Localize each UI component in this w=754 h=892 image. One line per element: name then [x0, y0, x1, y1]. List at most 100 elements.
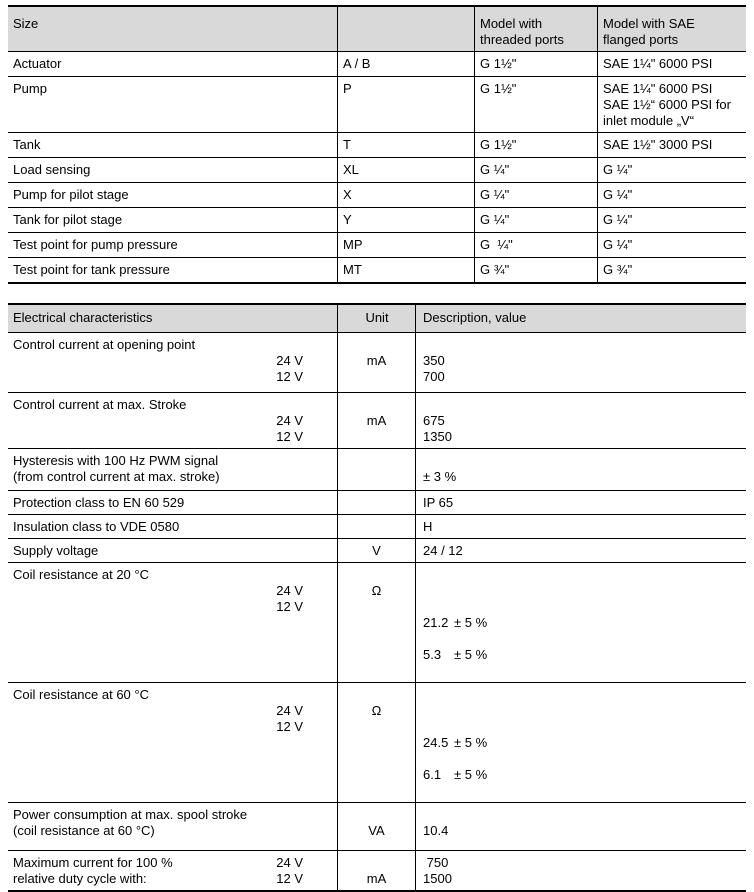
table-row-control-current-max-stroke: Control current at max. Stroke 24 V 12 V…	[8, 392, 746, 448]
voltage-sublabel: 12 V	[276, 871, 303, 886]
value-cell: 750 1500	[415, 851, 746, 890]
table-row-insulation-class: Insulation class to VDE 0580 H	[8, 514, 746, 538]
row-label: Coil resistance at 20 °C	[13, 567, 149, 582]
table-row-tank: Tank T G 1½" SAE 1½" 3000 PSI	[8, 132, 746, 157]
table-row-pump-pilot-stage: Pump for pilot stage X G ¼" G ¼"	[8, 182, 746, 207]
unit-cell	[337, 515, 415, 538]
characteristic-cell: Hysteresis with 100 Hz PWM signal (from …	[8, 449, 337, 490]
port-code: X	[337, 183, 474, 207]
characteristic-cell: Supply voltage	[8, 539, 337, 562]
resistance-value: 24.5	[423, 735, 449, 750]
unit-cell	[337, 449, 415, 490]
unit-cell: mA	[337, 393, 415, 448]
threaded-port-size: G 1½"	[474, 77, 597, 132]
value-cell: 350 700	[415, 333, 746, 392]
row-label: Hysteresis with 100 Hz PWM signal (from …	[13, 453, 220, 484]
flanged-port-size: SAE 1¼" 6000 PSI	[597, 52, 746, 76]
row-label: Power consumption at max. spool stroke (…	[13, 807, 248, 838]
characteristic-cell: Power consumption at max. spool stroke (…	[8, 803, 337, 850]
label-voltage-line: Maximum current for 100 % 24 V	[13, 855, 337, 871]
row-label: Pump for pilot stage	[13, 187, 129, 202]
threaded-port-size: G ¼"	[474, 208, 597, 232]
flanged-port-size: G ¼"	[597, 183, 746, 207]
unit-cell: mA	[337, 333, 415, 392]
sae-flanged-ports-header: Model with SAE flanged ports	[597, 7, 746, 51]
characteristic-cell: Coil resistance at 60 °C 24 V 12 V	[8, 683, 337, 802]
threaded-port-size: G ¼"	[474, 183, 597, 207]
table-row-coil-resistance-60c: Coil resistance at 60 °C 24 V 12 V Ω 24.…	[8, 682, 746, 802]
table-row-coil-resistance-20c: Coil resistance at 20 °C 24 V 12 V Ω 21.…	[8, 562, 746, 682]
table-row-power-consumption: Power consumption at max. spool stroke (…	[8, 802, 746, 850]
flanged-port-size: G ¾"	[597, 258, 746, 282]
row-label: Coil resistance at 60 °C	[13, 687, 149, 702]
unit-cell: Ω	[337, 563, 415, 682]
value-cell: 24.5 ± 5 % 6.1 ± 5 %	[415, 683, 746, 802]
voltage-sublabels: 24 V 12 V	[276, 703, 303, 734]
tolerance: ± 5 %	[454, 615, 488, 630]
characteristic-cell: Control current at opening point 24 V 12…	[8, 333, 337, 392]
resistance-value: 5.3	[423, 647, 442, 662]
row-label: Maximum current for 100 %	[13, 855, 173, 870]
unit-cell: Ω	[337, 683, 415, 802]
row-label: Control current at max. Stroke	[13, 397, 187, 412]
row-label: Test point for tank pressure	[13, 262, 170, 277]
characteristic-cell: Protection class to EN 60 529	[8, 491, 337, 514]
flanged-port-size: G ¼"	[597, 158, 746, 182]
table-row-pump: Pump P G 1½" SAE 1¼" 6000 PSI SAE 1½“ 60…	[8, 76, 746, 132]
threaded-port-size: G ¼"	[474, 158, 597, 182]
voltage-sublabels: 24 V 12 V	[276, 583, 303, 614]
table-row-test-point-tank: Test point for tank pressure MT G ¾" G ¾…	[8, 257, 746, 282]
tolerance: ± 5 %	[454, 735, 488, 750]
electrical-characteristics-header: Electrical characteristics	[13, 310, 153, 325]
description-value-header: Description, value	[415, 305, 746, 332]
port-code: A / B	[337, 52, 474, 76]
row-label: Actuator	[13, 56, 62, 71]
size-ports-table: Size Model with threaded ports Model wit…	[8, 5, 746, 284]
size-header: Size	[13, 16, 39, 31]
unit-cell: V	[337, 539, 415, 562]
table-row-control-current-opening: Control current at opening point 24 V 12…	[8, 332, 746, 392]
port-code: MP	[337, 233, 474, 257]
datasheet-page: { "colors": { "header_bg": "#d9d9d9", "b…	[8, 5, 746, 892]
row-label: relative duty cycle with:	[13, 871, 147, 886]
size-table-header-row: Size Model with threaded ports Model wit…	[8, 7, 746, 51]
row-label: Control current at opening point	[13, 337, 196, 352]
threaded-port-size: G 1½"	[474, 52, 597, 76]
resistance-value: 21.2	[423, 615, 449, 630]
electrical-characteristics-table: Electrical characteristics Unit Descript…	[8, 303, 746, 892]
resistance-value: 6.1	[423, 767, 442, 782]
electrical-table-header-row: Electrical characteristics Unit Descript…	[8, 305, 746, 332]
value-cell: H	[415, 515, 746, 538]
threaded-port-size: G 1½"	[474, 133, 597, 157]
spacer-line	[423, 583, 742, 599]
voltage-sublabels: 24 V 12 V	[276, 413, 303, 444]
threaded-port-size: G ¾"	[474, 258, 597, 282]
spacer-line	[423, 703, 742, 719]
value-cell: 675 1350	[415, 393, 746, 448]
value-line: 5.3 ± 5 %	[423, 647, 742, 663]
port-code: T	[337, 133, 474, 157]
label-voltage-line: relative duty cycle with: 12 V	[13, 871, 337, 887]
row-label: Tank for pilot stage	[13, 212, 123, 227]
threaded-ports-header: Model with threaded ports	[474, 7, 597, 51]
row-label: Tank	[13, 137, 41, 152]
table-row-hysteresis: Hysteresis with 100 Hz PWM signal (from …	[8, 448, 746, 490]
row-label: Protection class to EN 60 529	[13, 495, 185, 510]
port-code: MT	[337, 258, 474, 282]
voltage-sublabels: 24 V 12 V	[276, 353, 303, 384]
flanged-port-size: SAE 1½" 3000 PSI	[597, 133, 746, 157]
threaded-port-size: G ¼"	[474, 233, 597, 257]
port-code: XL	[337, 158, 474, 182]
row-label: Supply voltage	[13, 543, 99, 558]
table-row-actuator: Actuator A / B G 1½" SAE 1¼" 6000 PSI	[8, 51, 746, 76]
table-row-load-sensing: Load sensing XL G ¼" G ¼"	[8, 157, 746, 182]
value-line: 24.5 ± 5 %	[423, 735, 742, 751]
table-row-test-point-pump: Test point for pump pressure MP G ¼" G ¼…	[8, 232, 746, 257]
characteristic-cell: Coil resistance at 20 °C 24 V 12 V	[8, 563, 337, 682]
port-code: Y	[337, 208, 474, 232]
tolerance: ± 5 %	[454, 647, 488, 662]
characteristic-cell: Insulation class to VDE 0580	[8, 515, 337, 538]
table-row-protection-class: Protection class to EN 60 529 IP 65	[8, 490, 746, 514]
unit-cell: VA	[337, 803, 415, 850]
value-cell: IP 65	[415, 491, 746, 514]
